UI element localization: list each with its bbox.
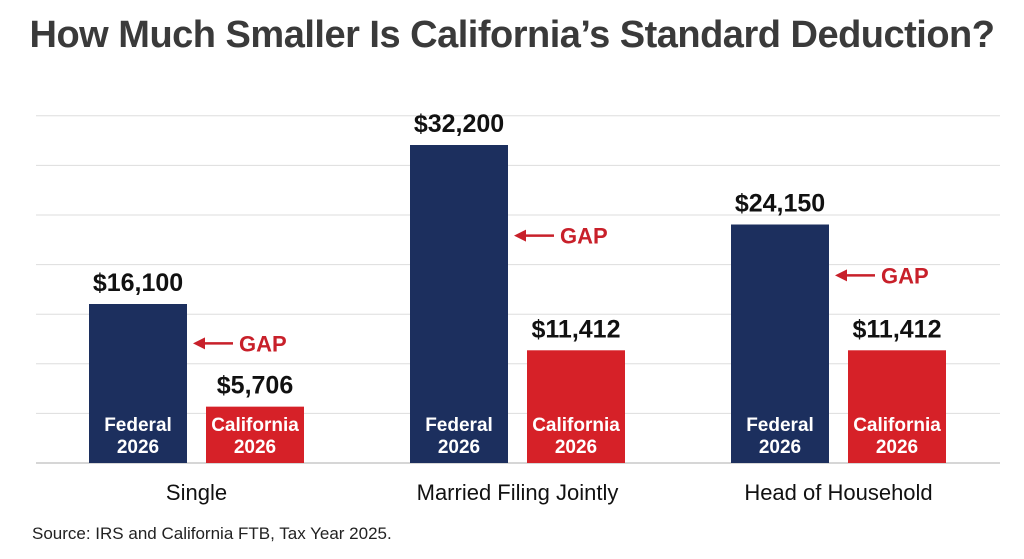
bar-inner-label: Federal [104,415,172,436]
data-label: $16,100 [93,269,183,297]
bar-california [527,350,625,463]
bar-federal [89,304,187,463]
source-note: Source: IRS and California FTB, Tax Year… [32,524,392,543]
chart-title: How Much Smaller Is California’s Standar… [29,14,995,56]
gap-label: GAP [560,224,608,249]
bar-inner-label: California [532,415,620,436]
bar-inner-label: 2026 [555,437,597,458]
data-label: $11,412 [853,315,942,343]
bar-inner-label: Federal [746,415,814,436]
data-label: $24,150 [735,190,825,218]
bar-federal [731,224,829,463]
bar-california [848,350,946,463]
category-label: Single [166,480,227,505]
bar-inner-label: 2026 [759,437,801,458]
bar-inner-label: California [853,415,941,436]
bar-inner-label: 2026 [234,437,276,458]
gap-arrow-head [193,337,205,350]
data-label: $5,706 [217,372,293,400]
category-label: Married Filing Jointly [417,480,619,505]
bar-inner-label: 2026 [117,437,159,458]
data-label: $11,412 [532,315,621,343]
gap-label: GAP [881,263,929,288]
gap-arrow-head [514,229,526,242]
bar-california [206,406,304,463]
bar-inner-label: 2026 [438,437,480,458]
gap-label: GAP [239,331,287,356]
bar-federal [410,145,508,463]
bar-inner-label: Federal [425,415,493,436]
data-label: $32,200 [414,110,504,138]
bar-inner-label: California [211,415,299,436]
gap-arrow-head [835,269,847,282]
bar-inner-label: 2026 [876,437,918,458]
category-label: Head of Household [744,480,932,505]
bar-chart: $16,100Federal2026$5,706California2026GA… [36,110,1000,505]
